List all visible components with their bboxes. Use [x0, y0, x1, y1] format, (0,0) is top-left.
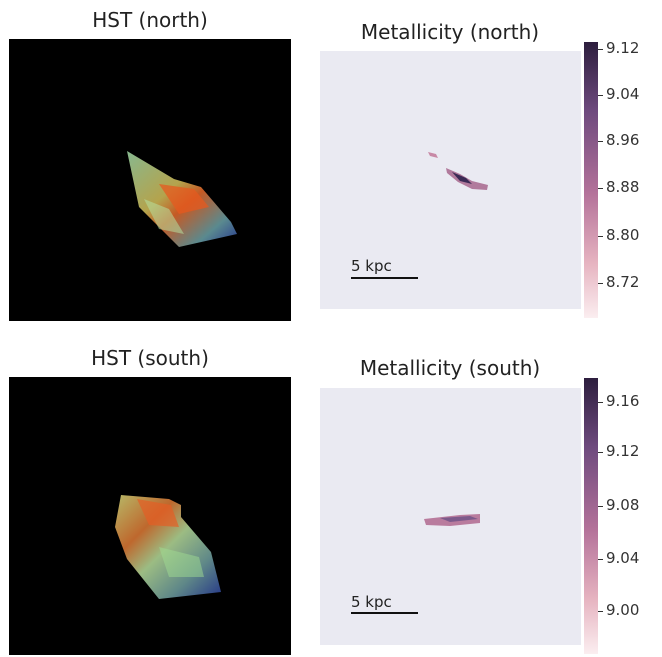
colorbar-south-tick: [598, 559, 603, 560]
scalebar-north-line: [351, 277, 418, 279]
colorbar-north-ticklabel: 8.88: [606, 178, 640, 196]
colorbar-south-tick: [598, 506, 603, 507]
colorbar-north-tick: [598, 95, 603, 96]
colorbar-north-ticklabel: 8.96: [606, 131, 640, 149]
metallicity-south-title: Metallicity (south): [359, 356, 541, 380]
metallicity-north-map: 5 kpc: [320, 51, 581, 309]
colorbar-north-tick: [598, 49, 603, 50]
colorbar-north-ticklabel: 8.80: [606, 226, 640, 244]
metallicity-north-title: Metallicity (north): [360, 20, 540, 44]
colorbar-south: [584, 378, 598, 654]
hst-south-title: HST (south): [91, 346, 209, 370]
colorbar-north: [584, 42, 598, 318]
colorbar-north-tick: [598, 141, 603, 142]
colorbar-north-ticklabel: 8.72: [606, 273, 640, 291]
colorbar-south-ticklabel: 9.16: [606, 392, 640, 410]
colorbar-north-ticklabel: 9.12: [606, 39, 640, 57]
colorbar-north-tick: [598, 188, 603, 189]
colorbar-north-tick: [598, 236, 603, 237]
hst-south-image: [9, 377, 291, 655]
scalebar-south-line: [351, 612, 418, 614]
colorbar-south-tick: [598, 611, 603, 612]
scalebar-south-label: 5 kpc: [351, 593, 392, 611]
scalebar-north-label: 5 kpc: [351, 257, 392, 275]
hst-north-image: [9, 39, 291, 321]
colorbar-north-tick: [598, 283, 603, 284]
colorbar-south-ticklabel: 9.12: [606, 442, 640, 460]
colorbar-south-tick: [598, 452, 603, 453]
colorbar-south-tick: [598, 402, 603, 403]
metallicity-south-map: 5 kpc: [320, 388, 581, 645]
colorbar-south-ticklabel: 9.00: [606, 601, 640, 619]
colorbar-north-ticklabel: 9.04: [606, 85, 640, 103]
colorbar-south-ticklabel: 9.08: [606, 496, 640, 514]
colorbar-south-ticklabel: 9.04: [606, 549, 640, 567]
hst-north-title: HST (north): [92, 8, 208, 32]
